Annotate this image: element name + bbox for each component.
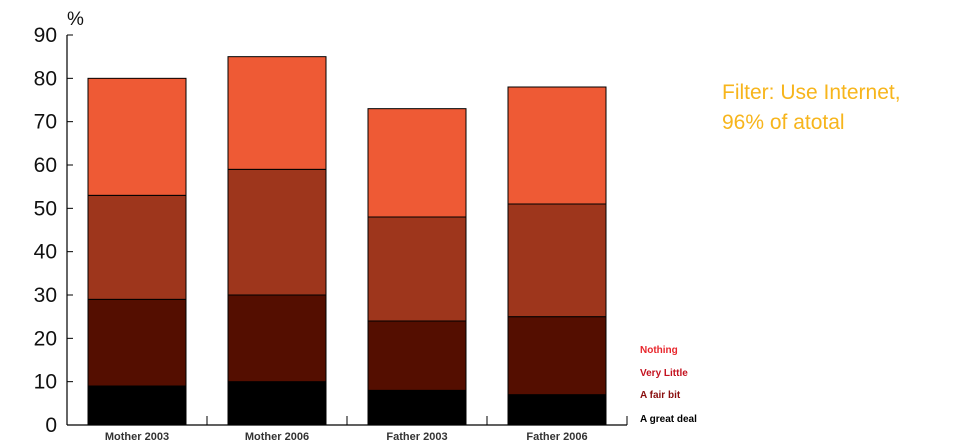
bar-segment [507, 316, 607, 396]
filter-annotation-line1: Filter: Use Internet, [722, 81, 901, 104]
bar-stack [87, 77, 187, 426]
y-tick-label: 40 [34, 241, 57, 264]
x-category-label: Father 2006 [526, 431, 587, 443]
bar-segment [507, 203, 607, 318]
x-category-label: Mother 2003 [105, 431, 169, 443]
bar-stack [507, 86, 607, 426]
y-tick-label: 90 [34, 24, 57, 47]
bar-segment [507, 86, 607, 205]
bar-stack [227, 56, 327, 426]
y-tick-label: 30 [34, 284, 57, 307]
bar-segment [227, 168, 327, 296]
y-tick-label: 0 [45, 414, 57, 437]
legend-item: Very Little [640, 368, 688, 379]
x-category-label: Father 2003 [386, 431, 447, 443]
bar-stack [367, 108, 467, 426]
legend-item: A fair bit [640, 390, 681, 401]
legend-item: Nothing [640, 345, 678, 356]
filter-annotation: Filter: Use Internet, 96% of atotal [722, 78, 962, 138]
bar-segment [87, 298, 187, 387]
bar-segment [367, 389, 467, 426]
legend: Nothing Very Little A fair bit A great deal [640, 345, 697, 425]
y-tick-label: 10 [34, 371, 57, 394]
filter-annotation-line2: 96% of atotal [722, 111, 845, 134]
y-tick-label: 60 [34, 154, 57, 177]
bar-segment [507, 394, 607, 426]
bars [87, 56, 607, 426]
bar-segment [367, 320, 467, 391]
bar-segment [227, 294, 327, 383]
bar-segment [367, 108, 467, 218]
bar-segment [367, 216, 467, 322]
legend-item: A great deal [640, 414, 697, 425]
y-axis: 0 10 20 30 40 50 60 70 80 90% [34, 9, 84, 437]
bar-segment [87, 385, 187, 426]
bar-segment [227, 381, 327, 426]
y-unit-label: % [67, 9, 84, 30]
y-tick-label: 50 [34, 197, 57, 220]
y-tick-label: 80 [34, 67, 57, 90]
y-tick-label: 20 [34, 327, 57, 350]
bar-segment [227, 56, 327, 170]
x-category-label: Mother 2006 [245, 431, 309, 443]
y-tick-label: 70 [34, 111, 57, 134]
bar-segment [87, 194, 187, 300]
bar-segment [87, 77, 187, 196]
